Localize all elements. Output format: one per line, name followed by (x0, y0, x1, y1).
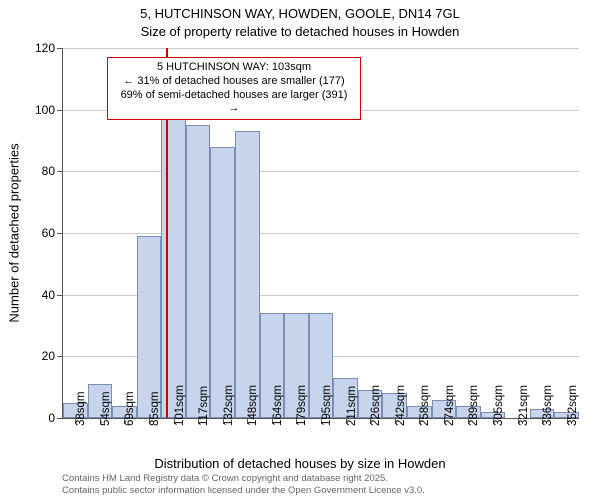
x-tick-label: 305sqm (493, 385, 505, 426)
y-tick-label: 60 (42, 226, 55, 240)
x-tick-label: 195sqm (321, 385, 333, 426)
chart-title-line1: 5, HUTCHINSON WAY, HOWDEN, GOOLE, DN14 7… (0, 6, 600, 21)
x-tick-label: 164sqm (272, 385, 284, 426)
x-tick-label: 289sqm (468, 385, 480, 426)
y-tick (57, 356, 63, 357)
y-tick (57, 418, 63, 419)
x-tick-label: 101sqm (174, 385, 186, 426)
x-tick-label: 85sqm (149, 391, 161, 426)
x-tick-label: 69sqm (124, 391, 136, 426)
chart-title-line2: Size of property relative to detached ho… (0, 24, 600, 39)
histogram-bar (210, 147, 235, 418)
x-tick-label: 148sqm (247, 385, 259, 426)
x-tick-label: 132sqm (223, 385, 235, 426)
x-tick-label: 274sqm (444, 385, 456, 426)
y-tick (57, 295, 63, 296)
annotation-box: 5 HUTCHINSON WAY: 103sqm← 31% of detache… (107, 57, 361, 120)
grid-line (63, 48, 579, 49)
x-tick-label: 226sqm (370, 385, 382, 426)
x-tick-label: 38sqm (75, 391, 87, 426)
x-tick-label: 117sqm (198, 386, 210, 426)
annotation-line2: ← 31% of detached houses are smaller (17… (114, 75, 354, 89)
y-axis-label: Number of detached properties (7, 143, 22, 322)
x-tick-label: 321sqm (518, 385, 530, 426)
y-tick (57, 110, 63, 111)
x-tick-label: 336sqm (542, 385, 554, 426)
x-axis-label: Distribution of detached houses by size … (0, 456, 600, 471)
y-tick-label: 100 (35, 103, 55, 117)
grid-line (63, 233, 579, 234)
histogram-bar (186, 125, 211, 418)
y-tick (57, 233, 63, 234)
y-tick-label: 40 (42, 288, 55, 302)
y-tick-label: 0 (48, 411, 55, 425)
y-tick-label: 20 (42, 349, 55, 363)
annotation-line1: 5 HUTCHINSON WAY: 103sqm (114, 61, 354, 75)
y-tick (57, 171, 63, 172)
x-tick-label: 54sqm (100, 391, 112, 426)
y-tick-label: 120 (35, 41, 55, 55)
footer-line2: Contains public sector information licen… (62, 485, 425, 496)
grid-line (63, 171, 579, 172)
x-tick-label: 179sqm (296, 385, 308, 426)
histogram-bar (235, 131, 260, 418)
chart-footer: Contains HM Land Registry data © Crown c… (62, 473, 425, 496)
annotation-line3: 69% of semi-detached houses are larger (… (114, 89, 354, 117)
x-tick-label: 211sqm (346, 386, 358, 426)
footer-line1: Contains HM Land Registry data © Crown c… (62, 473, 425, 484)
x-tick-label: 258sqm (419, 385, 431, 426)
x-tick-label: 352sqm (567, 385, 579, 426)
y-tick (57, 48, 63, 49)
y-tick-label: 80 (42, 164, 55, 178)
x-tick-label: 242sqm (395, 385, 407, 426)
histogram-chart: 5, HUTCHINSON WAY, HOWDEN, GOOLE, DN14 7… (0, 0, 600, 500)
plot-area: 02040608010012038sqm54sqm69sqm85sqm101sq… (62, 48, 579, 419)
